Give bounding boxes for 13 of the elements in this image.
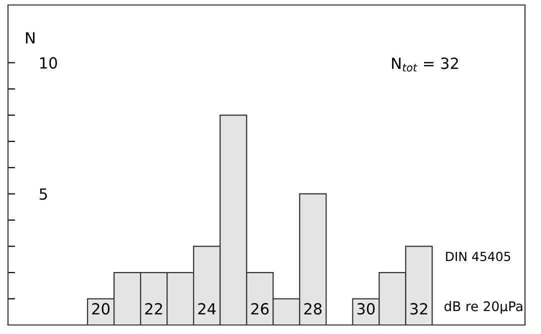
x-tick-label: 28 [304, 303, 322, 315]
y-tick-label: 5 [40, 188, 47, 200]
x-tick-label: 30 [357, 303, 375, 315]
x-tick-label: 22 [145, 303, 162, 314]
annotation: N$_{tot}$ = 32 [392, 58, 458, 72]
x-tick-label: 26 [251, 303, 269, 315]
y-tick-label: 10 [40, 57, 57, 69]
x-axis-title: dB re 20μPa [444, 301, 522, 314]
y-axis-title: N [26, 32, 34, 44]
x-tick-label: 32 [410, 303, 428, 315]
x-tick-label: 20 [92, 303, 110, 315]
x-tick-label: 24 [198, 303, 216, 314]
annotation: DIN 45405 [446, 252, 510, 262]
